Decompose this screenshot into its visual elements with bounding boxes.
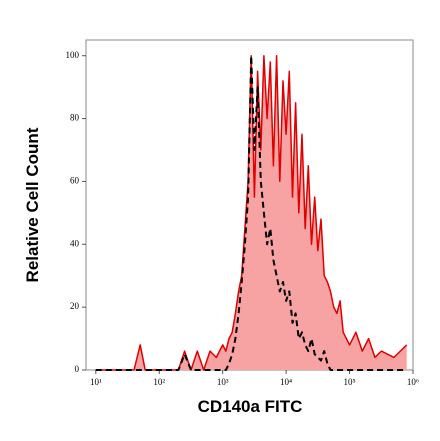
y-tick-label: 40 bbox=[70, 238, 80, 248]
x-tick-label: 10⁶ bbox=[407, 377, 419, 387]
y-tick-label: 100 bbox=[66, 50, 80, 60]
y-tick-label: 60 bbox=[70, 175, 80, 185]
x-tick-label: 10³ bbox=[217, 377, 229, 387]
x-tick-label: 10⁴ bbox=[280, 377, 292, 387]
y-tick-label: 0 bbox=[75, 364, 80, 374]
x-tick-label: 10⁵ bbox=[343, 377, 355, 387]
x-tick-label: 10² bbox=[153, 377, 165, 387]
area-fill bbox=[95, 55, 407, 370]
y-tick-label: 20 bbox=[70, 301, 80, 311]
x-tick-label: 10¹ bbox=[90, 377, 102, 387]
histogram-line bbox=[95, 54, 408, 371]
y-tick-label: 80 bbox=[70, 113, 80, 123]
x-axis-title: CD140a FITC bbox=[198, 397, 303, 416]
y-axis-title: Relative Cell Count bbox=[23, 127, 42, 282]
histogram-line bbox=[95, 54, 407, 371]
